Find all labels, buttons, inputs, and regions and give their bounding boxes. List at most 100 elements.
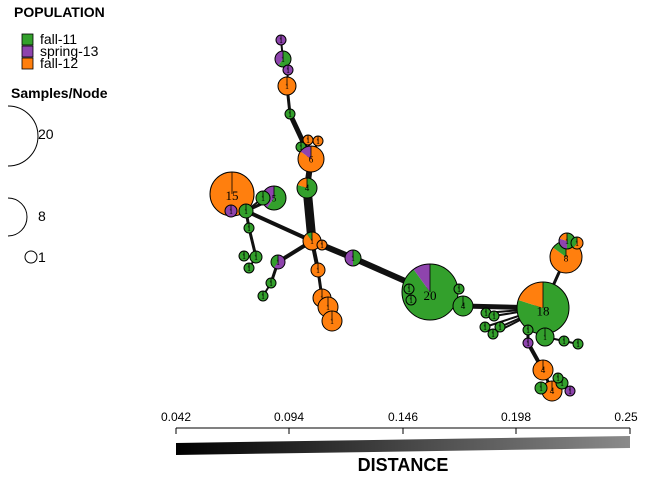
node-label: 18	[537, 303, 550, 318]
network-node: 1	[453, 283, 465, 295]
network-node: 1	[282, 64, 294, 76]
node-label: 1	[576, 340, 580, 349]
node-label: 4	[550, 386, 555, 396]
legend-label-fall-12: fall-12	[40, 55, 78, 71]
node-label: 1	[261, 194, 265, 203]
node-label: 1	[316, 266, 320, 275]
node-pie-slice	[353, 250, 361, 266]
network-node: 4	[296, 177, 318, 199]
node-label: 8	[564, 253, 569, 264]
node-label: 1	[330, 317, 334, 326]
node-label: 15	[226, 188, 239, 203]
network-node: 1	[344, 249, 362, 267]
legend-label-fall-11: fall-11	[40, 31, 77, 47]
distance-axis: 0.042 0.094 0.146 0.198 0.25 DISTANCE	[161, 410, 638, 475]
node-label: 1	[457, 285, 461, 294]
network-node: 1	[284, 108, 296, 120]
node-label: 1	[254, 253, 258, 262]
axis-tick-label: 0.042	[161, 410, 191, 424]
population-legend-title: POPULATION	[14, 4, 105, 20]
network-node: 4	[532, 359, 554, 381]
node-label: 1	[261, 292, 265, 301]
legend-label-spring-13: spring-13	[40, 43, 99, 59]
node-pie-slice	[297, 178, 307, 188]
node-label: 1	[247, 224, 251, 233]
size-scale-arc-8	[7, 197, 28, 237]
axis-tick-label: 0.094	[274, 410, 304, 424]
node-label: 20	[424, 288, 437, 303]
samples-legend-title: Samples/Node	[11, 85, 108, 101]
network-node: 1	[405, 294, 417, 306]
node-label: 1	[498, 323, 502, 332]
node-label: 4	[541, 365, 546, 375]
node-label: 1	[306, 136, 310, 145]
node-label: 1	[575, 239, 579, 248]
network-node: 1	[572, 338, 584, 350]
network-node: 1	[570, 236, 584, 250]
network-node: 1	[310, 262, 326, 278]
network-node: 1	[277, 76, 297, 96]
legend-swatch-spring-13	[21, 45, 34, 58]
size-scale-circle-1	[24, 250, 38, 264]
network-node: 1	[265, 277, 277, 289]
node-label: 1	[407, 285, 411, 294]
node-label: 1	[409, 296, 413, 305]
network-node: 18	[516, 281, 570, 335]
size-scale-label-1: 1	[38, 249, 46, 265]
network-node: 20	[401, 263, 459, 321]
legend-swatch-fall-12	[21, 57, 34, 70]
node-pie-slice	[273, 255, 285, 270]
distance-axis-title: DISTANCE	[358, 455, 449, 475]
node-label: 4	[305, 183, 310, 193]
network-node: 4	[452, 295, 474, 317]
node-label: 1	[320, 241, 324, 250]
distance-gradient-bar	[176, 436, 630, 455]
network-node: 1	[487, 328, 499, 340]
node-pie-slice	[275, 51, 283, 66]
node-label: 1	[351, 254, 355, 263]
network-node: 1	[316, 239, 328, 251]
network-node: 1	[224, 204, 238, 218]
axis-tick-label: 0.25	[614, 410, 638, 424]
node-label: 1	[286, 66, 290, 75]
node-label: 1	[526, 339, 530, 348]
node-label: 1	[326, 303, 330, 312]
population-legend: POPULATION fall-11 spring-13 fall-12	[14, 4, 105, 71]
node-label: 1	[491, 330, 495, 339]
node-label: 1	[526, 326, 530, 335]
axis-tick-label: 0.198	[501, 410, 531, 424]
network-node: 1	[479, 321, 491, 333]
node-label: 1	[483, 323, 487, 332]
node-label: 1	[556, 374, 560, 383]
network-node: 1	[243, 262, 255, 274]
node-label: 1	[316, 137, 320, 146]
network-node: 1	[274, 50, 292, 68]
node-label: 1	[492, 312, 496, 321]
node-pie-slice	[306, 232, 312, 241]
network-node: 1	[522, 337, 534, 349]
network-node: 1	[403, 283, 415, 295]
legend-swatch-fall-11	[21, 33, 34, 46]
network-node: 1	[270, 254, 286, 270]
network-node: 1	[321, 310, 343, 332]
network-node: 1	[535, 327, 555, 347]
node-label: 1	[276, 258, 280, 267]
node-label: 1	[299, 143, 303, 152]
node-label: 1	[562, 337, 566, 346]
network-node: 1	[552, 372, 564, 384]
size-scale-label-8: 8	[38, 208, 46, 224]
node-label: 1	[279, 36, 283, 45]
network-node: 1	[238, 250, 250, 262]
node-label: 1	[565, 237, 569, 246]
node-label: 1	[281, 55, 285, 64]
network-edge	[244, 209, 314, 243]
node-label: 1	[269, 279, 273, 288]
size-scale-label-20: 20	[38, 126, 54, 142]
samples-per-node-legend: Samples/Node 20 8 1	[7, 85, 108, 265]
axis-tick-label: 0.146	[388, 410, 418, 424]
network-node: 1	[488, 310, 500, 322]
network-node: 1	[522, 324, 534, 336]
node-pie-slice	[345, 250, 353, 266]
